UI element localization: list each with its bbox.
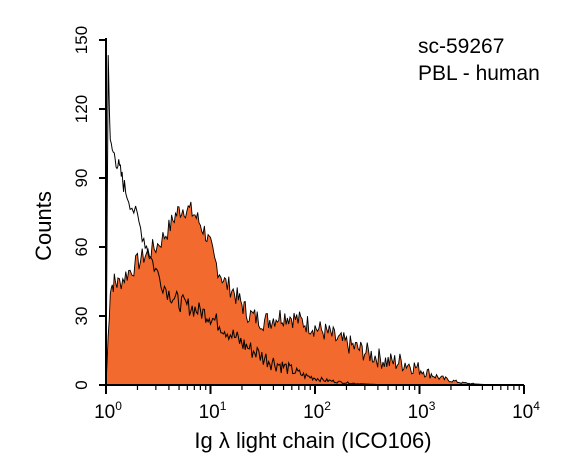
annotation-sample: PBL - human	[418, 62, 540, 85]
sample-histogram-fill	[106, 201, 524, 385]
y-tick-label: 90	[72, 169, 91, 188]
x-tick-label: 103	[408, 399, 436, 423]
y-tick-label: 150	[72, 26, 91, 54]
labels: sc-59267 PBL - human Ig λ light chain (I…	[31, 35, 540, 453]
sample-histogram-outline	[105, 201, 524, 386]
y-tick-label: 120	[72, 95, 91, 123]
y-tick-label: 0	[72, 380, 91, 389]
x-tick-label: 100	[94, 399, 122, 423]
x-tick-label: 101	[199, 399, 227, 423]
annotation-catalog: sc-59267	[418, 35, 504, 58]
axes: 0 30 60 90 120 150 100 101 102 103 104	[72, 26, 540, 423]
y-tick-label: 60	[72, 238, 91, 257]
plot-area	[105, 55, 524, 386]
y-tick-label: 30	[72, 307, 91, 326]
y-axis-label: Counts	[31, 191, 56, 261]
x-tick-label: 102	[303, 399, 331, 423]
x-axis-label: Ig λ light chain (ICO106)	[194, 428, 431, 453]
x-tick-label: 104	[512, 399, 540, 423]
